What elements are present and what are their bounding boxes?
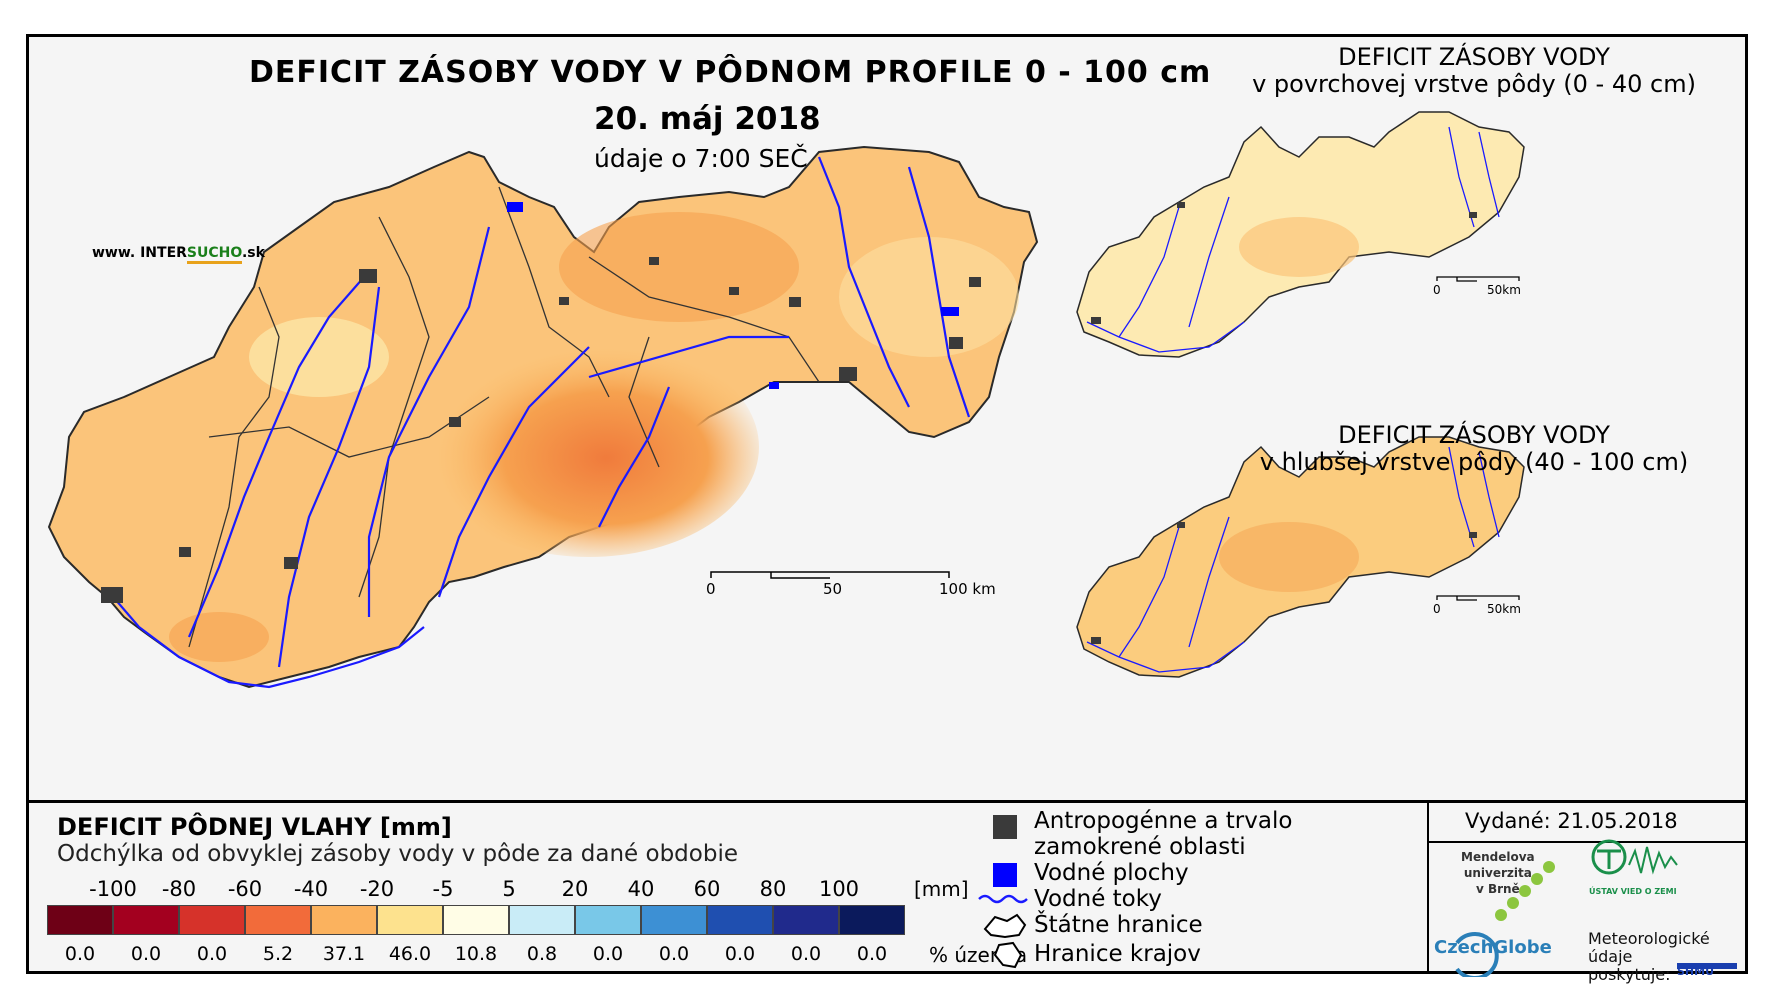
inset-bottom-deficit-area [1219,522,1359,592]
legend-break-label: 5 [502,877,516,901]
legend-break-label: 60 [693,877,721,901]
issued-date: Vydané: 21.05.2018 [1465,809,1678,833]
legend-unit-mm: [mm] [914,877,969,901]
inset-bottom-scale-label-0: 0 [1433,602,1441,616]
legend-break-label: -20 [359,877,395,901]
inset-top-scale-label-50: 50km [1487,283,1521,297]
main-map-south-area [169,612,269,662]
legend-unit-percent: % územia [929,943,1028,967]
inset-top-deficit-area [1239,217,1359,277]
main-map-light-area [249,317,389,397]
legend-class-percent: 10.8 [454,943,498,965]
main-scale-label-0: 0 [706,580,716,598]
legend-break-label: 100 [818,877,860,901]
inset-bottom-scale-label-50: 50km [1487,602,1521,616]
legend-class-percent: 0.0 [658,943,690,965]
main-scale-label-50: 50 [823,580,843,598]
rivers-label: Vodné toky [1034,886,1162,912]
credits-divider [1427,841,1745,843]
main-map-region-borders [188,186,820,648]
legend-class-percent: 0.0 [856,943,888,965]
inset-bottom-title-line2: v hlubšej vrstve pôdy (40 - 100 cm) [1259,448,1689,476]
legend-class-percent: 0.8 [526,943,558,965]
state-border-label: Štátne hranice [1034,912,1203,938]
legend-class-percent: 5.2 [262,943,294,965]
legend-class-percent: 0.0 [196,943,228,965]
legend-class-percent: 37.1 [322,943,366,965]
legend-break-label: -80 [161,877,197,901]
legend-class-percent: 0.0 [130,943,162,965]
main-map-date: 20. máj 2018 [594,101,821,137]
shmu-logo-text: SHMÚ [1677,965,1715,978]
website-label: www. INTERSUCHO.sk [92,245,265,264]
credits-box [1427,803,1747,971]
legend-break-label: 80 [759,877,787,901]
legend-class-swatch [575,905,641,935]
map-sheet: DEFICIT ZÁSOBY VODY V PÔDNOM PROFILE 0 -… [26,34,1748,984]
czechglobe-logo-text: CzechGlobe [1434,937,1552,958]
map-area: DEFICIT ZÁSOBY VODY V PÔDNOM PROFILE 0 -… [29,37,1745,800]
main-scale-bar [710,571,950,579]
legend-class-swatch [377,905,443,935]
legend-class-swatch [839,905,905,935]
main-map-time-note: údaje o 7:00 SEČ [594,144,808,173]
legend-title: DEFICIT PÔDNEJ VLAHY [mm] [57,813,452,841]
inset-bottom-title-line1: DEFICIT ZÁSOBY VODY [1338,421,1610,449]
main-map-drought-north [559,212,799,322]
maps-svg [47,111,1525,689]
inset-top-scale-bar [1436,276,1520,282]
water-body-symbol [993,863,1017,887]
legend-break-label: 20 [561,877,589,901]
inset-top-scale-label-0: 0 [1433,283,1441,297]
inset-top-urban-areas [1091,202,1477,324]
legend-class-percent: 0.0 [592,943,624,965]
antropogenic-label-line2: zamokrené oblasti [1034,834,1246,860]
state-border-symbol [983,913,1027,939]
legend-class-swatch [47,905,113,935]
main-map-east-area [839,237,1019,357]
inset-bottom-scale-bar [1436,595,1520,601]
legend-class-swatch [707,905,773,935]
inset-top-title-line2: v povrchovej vrstve pôdy (0 - 40 cm) [1252,70,1696,98]
legend-class-swatch [113,905,179,935]
inset-top-rivers [1086,126,1500,353]
legend-class-swatch [311,905,377,935]
legend-divider [29,800,1745,803]
river-symbol [978,894,1028,904]
legend-break-label: -100 [89,877,137,901]
legend-break-label: -40 [293,877,329,901]
main-map-urban-areas [101,257,981,603]
main-map-drought-core [419,337,759,557]
legend-class-percent: 0.0 [724,943,756,965]
main-map-rivers [108,156,971,689]
legend-subtitle: Odchýlka od obvyklej zásoby vody v pôde … [57,841,738,867]
mendel-university-logo: Mendelova univerzita v Brně [1461,850,1535,896]
legend-break-label: -5 [432,877,454,901]
inset-bottom-urban-areas [1091,522,1477,644]
legend-class-swatch [509,905,575,935]
legend-class-percent: 0.0 [790,943,822,965]
legend-class-swatch [773,905,839,935]
region-border-label: Hranice krajov [1034,941,1201,967]
main-scale-label-100: 100 km [939,580,996,598]
legend-class-swatch [641,905,707,935]
legend-class-swatch [245,905,311,935]
legend-break-label: -60 [227,877,263,901]
antropogenic-symbol [993,815,1017,839]
legend-break-label: 40 [627,877,655,901]
water-bodies-label: Vodné plochy [1034,860,1189,886]
main-map-title: DEFICIT ZÁSOBY VODY V PÔDNOM PROFILE 0 -… [249,55,1212,90]
legend-class-swatch [179,905,245,935]
legend-class-swatch [443,905,509,935]
main-map-water-bodies [507,202,959,389]
inset-top-title-line1: DEFICIT ZÁSOBY VODY [1338,43,1610,71]
legend-class-percent: 46.0 [388,943,432,965]
meteo-data-provider-label: Meteorologické údaje poskytuje: [1588,929,1710,984]
antropogenic-label-line1: Antropogénne a trvalo [1034,808,1293,834]
legend-class-percent: 0.0 [64,943,96,965]
ustav-vied-logo-text: ÚSTAV VIED O ZEMI [1589,887,1677,896]
inset-bottom-rivers [1086,446,1500,673]
